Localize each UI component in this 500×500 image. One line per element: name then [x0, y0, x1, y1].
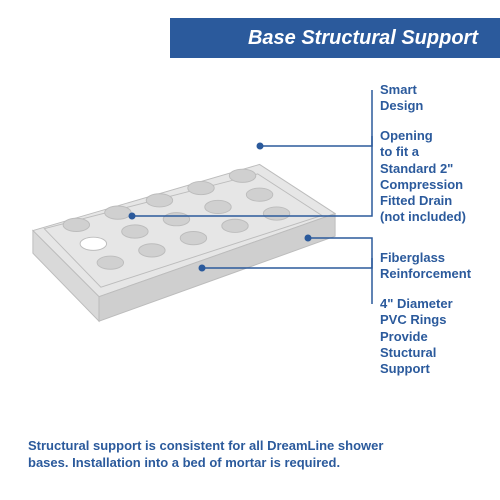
callout-fiberglass: FiberglassReinforcement [380, 250, 471, 283]
pvc-ring [180, 232, 206, 245]
pvc-ring [105, 206, 131, 219]
pvc-ring [188, 181, 214, 194]
pvc-ring [146, 194, 172, 207]
callout-pvc-rings: 4" DiameterPVC RingsProvideStucturalSupp… [380, 296, 453, 377]
pvc-ring [263, 207, 289, 220]
pvc-ring [122, 225, 148, 238]
pvc-ring [97, 256, 123, 269]
drain-opening [80, 237, 106, 250]
title-text: Base Structural Support [248, 27, 478, 50]
pvc-ring [222, 219, 248, 232]
shower-base-diagram [14, 120, 354, 360]
pvc-ring [205, 200, 231, 213]
pvc-ring [63, 218, 89, 231]
pvc-ring [139, 244, 165, 257]
footer-note: Structural support is consistent for all… [28, 437, 388, 472]
pvc-ring [246, 188, 272, 201]
callout-smart-design: SmartDesign [380, 82, 423, 115]
title-bar: Base Structural Support [170, 18, 500, 58]
callout-drain-opening: Openingto fit aStandard 2"CompressionFit… [380, 128, 466, 226]
pvc-ring [163, 213, 189, 226]
pvc-ring [229, 169, 255, 182]
